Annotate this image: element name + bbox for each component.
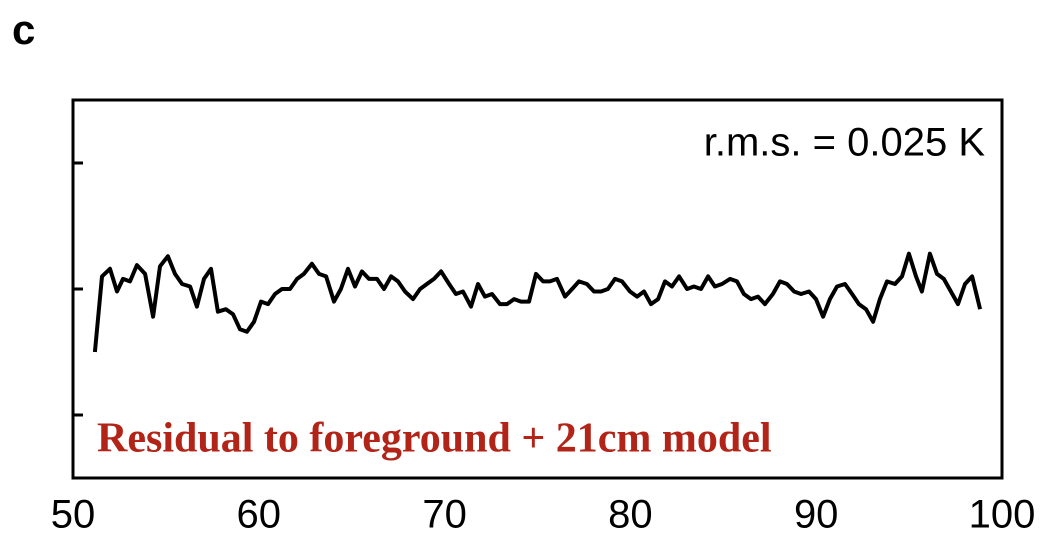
data-line bbox=[92, 251, 983, 353]
model-annotation: Residual to foreground + 21cm model bbox=[97, 416, 772, 462]
x-tick-label: 60 bbox=[237, 493, 282, 537]
x-tick-label: 70 bbox=[422, 493, 467, 537]
x-tick-label: 50 bbox=[51, 493, 96, 537]
x-tick-label: 100 bbox=[969, 493, 1036, 537]
rms-annotation: r.m.s. = 0.025 K bbox=[704, 121, 986, 165]
x-tick-label: 80 bbox=[608, 493, 653, 537]
x-tick-label: 90 bbox=[794, 493, 839, 537]
panel-label: c bbox=[12, 6, 35, 53]
